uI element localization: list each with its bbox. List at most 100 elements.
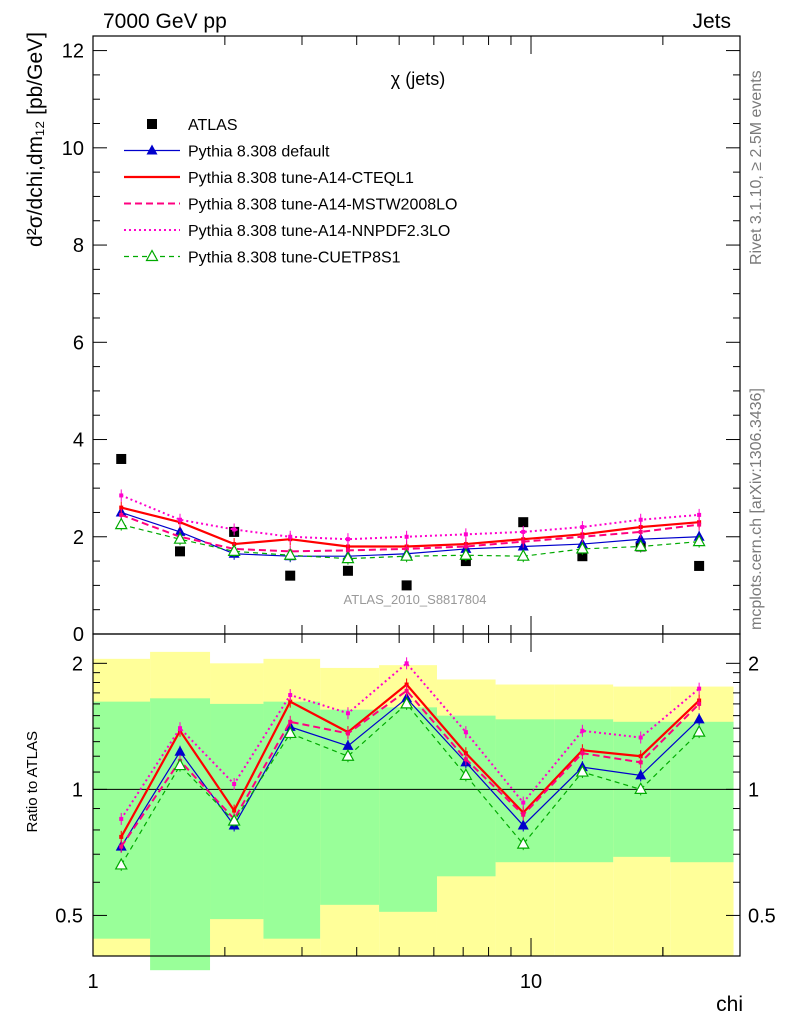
side-label-top: Rivet 3.1.10, ≥ 2.5M events bbox=[748, 70, 765, 265]
series-line-pythia-8-308-tune-a14-cteql1 bbox=[120, 506, 700, 548]
ratio-point-pythia-8-308-tune-a14-nnpdf2-3lo bbox=[404, 661, 409, 666]
main-y-tick-label: 12 bbox=[62, 41, 84, 63]
ratio-series-pythia-8-308-tune-a14-mstw2008lo bbox=[120, 689, 700, 848]
ratio-point-pythia-8-308-tune-a14-cteql1 bbox=[404, 682, 409, 687]
ratio-point-pythia-8-308-default bbox=[693, 713, 705, 724]
data-point-pythia-8-308-tune-a14-nnpdf2-3lo bbox=[638, 517, 643, 522]
ratio-point-pythia-8-308-tune-a14-nnpdf2-3lo bbox=[119, 816, 124, 821]
data-point-atlas bbox=[285, 570, 296, 581]
main-y-tick-label: 6 bbox=[73, 332, 84, 354]
ratio-series-pythia-8-308-tune-cuetp8s1 bbox=[120, 703, 700, 866]
legend-label-pythia-8-308-tune-cuetp8s1: Pythia 8.308 tune-CUETP8S1 bbox=[188, 250, 401, 267]
side-label-bottom: mcplots.cern.ch [arXiv:1306.3436] bbox=[748, 388, 765, 630]
ratio-point-pythia-8-308-tune-cuetp8s1 bbox=[341, 748, 355, 761]
data-point-pythia-8-308-tune-cuetp8s1 bbox=[575, 541, 589, 554]
data-point-pythia-8-308-tune-a14-nnpdf2-3lo bbox=[232, 527, 237, 532]
ratio-point-pythia-8-308-tune-a14-cteql1 bbox=[119, 834, 124, 839]
data-point-pythia-8-308-tune-cuetp8s1 bbox=[634, 539, 648, 552]
data-point-pythia-8-308-tune-a14-nnpdf2-3lo bbox=[404, 534, 409, 539]
ratio-point-pythia-8-308-tune-cuetp8s1 bbox=[459, 768, 473, 780]
analysis-label: ATLAS_2010_S8817804 bbox=[344, 592, 487, 607]
x-tick-label: 1 bbox=[87, 971, 98, 993]
data-point-atlas bbox=[342, 565, 353, 576]
ratio-point-pythia-8-308-tune-a14-mstw2008lo bbox=[119, 844, 124, 849]
plot-title: χ (jets) bbox=[391, 69, 445, 89]
data-point-atlas bbox=[401, 580, 412, 591]
ratio-point-pythia-8-308-default bbox=[342, 739, 354, 750]
ratio-point-pythia-8-308-tune-a14-mstw2008lo bbox=[638, 760, 643, 765]
main-ylabel: d²σ/dchi,dm₁₂ [pb/GeV] bbox=[24, 32, 47, 247]
ratio-point-pythia-8-308-tune-a14-mstw2008lo bbox=[463, 757, 468, 762]
ratio-point-pythia-8-308-tune-a14-nnpdf2-3lo bbox=[345, 711, 350, 716]
ratio-point-pythia-8-308-tune-a14-cteql1 bbox=[232, 808, 237, 813]
data-point-atlas bbox=[518, 517, 529, 528]
data-point-pythia-8-308-tune-a14-nnpdf2-3lo bbox=[345, 537, 350, 542]
ratio-point-pythia-8-308-tune-a14-cteql1 bbox=[638, 754, 643, 759]
ratio-point-pythia-8-308-tune-a14-nnpdf2-3lo bbox=[580, 728, 585, 733]
ratio-y-tick-label: 0.5 bbox=[55, 905, 83, 927]
data-point-pythia-8-308-tune-a14-cteql1 bbox=[119, 505, 124, 510]
ratio-point-pythia-8-308-tune-a14-nnpdf2-3lo bbox=[232, 781, 237, 786]
main-y-tick-label: 0 bbox=[73, 624, 84, 646]
ratio-point-pythia-8-308-tune-cuetp8s1 bbox=[227, 813, 241, 826]
legend-label-pythia-8-308-tune-a14-cteql1: Pythia 8.308 tune-A14-CTEQL1 bbox=[188, 170, 414, 187]
ratio-point-pythia-8-308-tune-a14-nnpdf2-3lo bbox=[288, 693, 293, 698]
x-axis-label: chi bbox=[716, 993, 743, 1016]
band-green bbox=[436, 715, 496, 877]
band-green bbox=[379, 707, 437, 912]
main-y-tick-label: 4 bbox=[73, 430, 84, 452]
legend-label-pythia-8-308-tune-a14-nnpdf2-3lo: Pythia 8.308 tune-A14-NNPDF2.3LO bbox=[188, 223, 450, 240]
ratio-point-pythia-8-308-tune-cuetp8s1 bbox=[283, 726, 297, 739]
ratio-point-pythia-8-308-tune-a14-nnpdf2-3lo bbox=[638, 735, 643, 740]
ratio-point-pythia-8-308-tune-cuetp8s1 bbox=[173, 758, 187, 771]
ratio-point-pythia-8-308-tune-a14-mstw2008lo bbox=[697, 701, 702, 706]
ratio-point-pythia-8-308-tune-a14-mstw2008lo bbox=[521, 812, 526, 817]
ratio-point-pythia-8-308-tune-cuetp8s1 bbox=[692, 724, 706, 737]
ratio-panel bbox=[93, 651, 740, 971]
main-y-tick-label: 8 bbox=[73, 235, 84, 257]
data-point-pythia-8-308-default bbox=[635, 533, 647, 544]
ratio-point-pythia-8-308-default bbox=[635, 769, 647, 780]
data-point-pythia-8-308-tune-a14-nnpdf2-3lo bbox=[580, 525, 585, 530]
band-green bbox=[210, 703, 264, 920]
data-point-pythia-8-308-tune-cuetp8s1 bbox=[227, 544, 241, 556]
data-point-atlas bbox=[577, 551, 588, 562]
data-point-pythia-8-308-tune-a14-nnpdf2-3lo bbox=[697, 512, 702, 517]
band-green bbox=[670, 721, 734, 863]
ratio-point-pythia-8-308-tune-a14-mstw2008lo bbox=[404, 688, 409, 693]
ratio-point-pythia-8-308-tune-a14-mstw2008lo bbox=[288, 719, 293, 724]
band-green bbox=[554, 719, 614, 863]
data-point-pythia-8-308-tune-a14-nnpdf2-3lo bbox=[178, 517, 183, 522]
data-point-pythia-8-308-tune-cuetp8s1 bbox=[516, 548, 530, 561]
data-point-atlas bbox=[175, 546, 186, 557]
data-point-pythia-8-308-tune-a14-nnpdf2-3lo bbox=[119, 493, 124, 498]
band-green bbox=[320, 709, 380, 905]
data-point-pythia-8-308-tune-a14-nnpdf2-3lo bbox=[288, 534, 293, 539]
data-point-pythia-8-308-tune-cuetp8s1 bbox=[173, 531, 187, 544]
data-point-pythia-8-308-tune-cuetp8s1 bbox=[283, 547, 297, 560]
data-point-pythia-8-308-tune-a14-mstw2008lo bbox=[638, 529, 643, 534]
data-point-pythia-8-308-tune-cuetp8s1 bbox=[341, 551, 355, 564]
header-right: Jets bbox=[692, 10, 731, 33]
ratio-point-pythia-8-308-tune-a14-cteql1 bbox=[463, 751, 468, 756]
ratio-point-pythia-8-308-tune-a14-nnpdf2-3lo bbox=[178, 726, 183, 731]
data-point-atlas bbox=[694, 560, 705, 571]
data-point-pythia-8-308-tune-a14-mstw2008lo bbox=[521, 539, 526, 544]
x-tick-label: 10 bbox=[520, 971, 542, 993]
main-panel bbox=[114, 453, 706, 591]
data-point-pythia-8-308-tune-a14-mstw2008lo bbox=[404, 546, 409, 551]
data-point-pythia-8-308-tune-cuetp8s1 bbox=[400, 548, 414, 561]
ratio-point-pythia-8-308-tune-a14-nnpdf2-3lo bbox=[697, 686, 702, 691]
ratio-point-pythia-8-308-tune-a14-mstw2008lo bbox=[580, 751, 585, 756]
data-point-pythia-8-308-tune-cuetp8s1 bbox=[459, 547, 473, 560]
ratio-point-pythia-8-308-tune-a14-nnpdf2-3lo bbox=[463, 730, 468, 735]
ratio-y-tick-label-right: 2 bbox=[748, 653, 759, 675]
ratio-point-pythia-8-308-tune-cuetp8s1 bbox=[114, 857, 128, 870]
legend-marker-pythia-8-308-tune-cuetp8s1 bbox=[145, 249, 159, 262]
ratio-ylabel: Ratio to ATLAS bbox=[24, 731, 41, 832]
ratio-point-pythia-8-308-tune-a14-nnpdf2-3lo bbox=[521, 800, 526, 805]
data-point-pythia-8-308-tune-a14-mstw2008lo bbox=[119, 512, 124, 517]
legend: ATLAS Pythia 8.308 default Pythia 8.308 tu… bbox=[124, 117, 457, 267]
ratio-point-pythia-8-308-tune-a14-cteql1 bbox=[288, 699, 293, 704]
